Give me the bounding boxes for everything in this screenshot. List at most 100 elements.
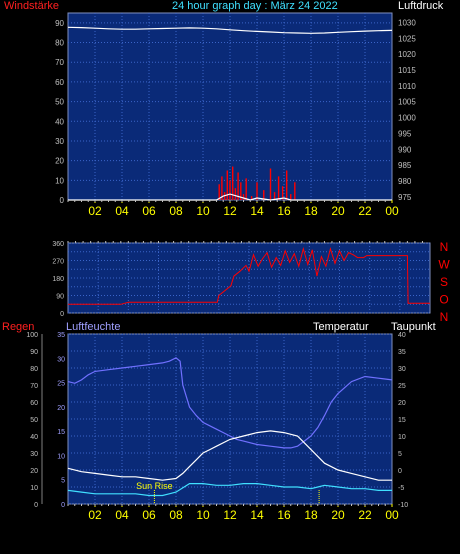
pressure-axis-tick: 1005	[398, 98, 416, 107]
rain-axis-tick: 90	[30, 349, 38, 356]
p1-hour-label: 12	[223, 204, 237, 218]
temperature-axis-tick: 10	[398, 434, 406, 441]
humidity-label: Luftfeuchte	[66, 321, 121, 333]
p3-hour-label: 00	[385, 508, 399, 522]
wind-speed-title: Windstärke	[4, 0, 60, 12]
humidity-line	[67, 357, 393, 449]
p3-hour-label: 20	[331, 508, 345, 522]
direction-axis-tick: 180	[52, 276, 64, 283]
p3-hour-label: 16	[277, 508, 291, 522]
p3-hour-label: 14	[250, 508, 264, 522]
p3-hour-label: 18	[304, 508, 318, 522]
rain-axis-tick: 100	[26, 332, 38, 339]
temperature-axis-tick: -10	[398, 502, 408, 509]
temperature-axis-tick: 5	[398, 451, 402, 458]
wind-axis-tick: 80	[55, 39, 64, 48]
rain-axis-tick: 40	[30, 434, 38, 441]
pressure-axis-tick: 1010	[398, 82, 416, 91]
wind-axis-tick: 0	[60, 196, 65, 205]
p1-hour-label: 22	[358, 204, 372, 218]
p1-hour-label: 14	[250, 204, 264, 218]
humidity-axis-tick: 5	[61, 478, 65, 485]
temperature-axis-tick: 30	[398, 366, 406, 373]
pressure-axis-tick: 1030	[398, 19, 416, 28]
wind-axis-tick: 40	[55, 117, 64, 126]
compass-label: S	[440, 275, 448, 289]
humidity-axis-tick: 25	[57, 381, 65, 388]
rain-axis-tick: 60	[30, 400, 38, 407]
temperature-label: Temperatur	[313, 321, 369, 333]
direction-axis-tick: 90	[56, 294, 64, 301]
dewpoint-line	[67, 483, 392, 497]
p1-hour-label: 06	[142, 204, 156, 218]
pressure-axis-tick: 985	[398, 161, 412, 170]
p1-hour-label: 20	[331, 204, 345, 218]
graph-title: 24 hour graph day : März 24 2022	[172, 0, 338, 12]
rain-axis-tick: 10	[30, 485, 38, 492]
humidity-axis-tick: 35	[57, 332, 65, 339]
temperature-axis-tick: 35	[398, 349, 406, 356]
humidity-axis-tick: 20	[57, 405, 65, 412]
p3-hour-label: 06	[142, 508, 156, 522]
pressure-title: Luftdruck	[398, 0, 444, 12]
rain-axis-tick: 0	[34, 502, 38, 509]
p1-hour-label: 08	[169, 204, 183, 218]
pressure-axis-tick: 1020	[398, 50, 416, 59]
dewpoint-label: Taupunkt	[391, 321, 436, 333]
pressure-line	[67, 26, 393, 34]
temperature-axis-tick: 0	[398, 468, 402, 475]
p3-hour-label: 08	[169, 508, 183, 522]
wind-axis-tick: 50	[55, 98, 64, 107]
pressure-axis-tick: 1015	[398, 66, 416, 75]
sunrise-label: Sun Rise	[136, 481, 173, 491]
rain-label: Regen	[2, 321, 35, 333]
rain-axis-tick: 70	[30, 383, 38, 390]
wind-axis-tick: 30	[55, 137, 64, 146]
p1-hour-label: 04	[115, 204, 129, 218]
compass-label: N	[440, 240, 449, 254]
rain-axis-tick: 50	[30, 417, 38, 424]
compass-label: O	[439, 293, 448, 307]
p3-hour-label: 22	[358, 508, 372, 522]
p1-hour-label: 02	[88, 204, 102, 218]
humidity-axis-tick: 0	[61, 502, 65, 509]
p1-hour-label: 16	[277, 204, 291, 218]
direction-axis-tick: 0	[60, 311, 64, 318]
compass-label: N	[440, 310, 449, 324]
pressure-axis-tick: 975	[398, 193, 412, 202]
rain-axis-tick: 30	[30, 451, 38, 458]
p3-hour-label: 10	[196, 508, 210, 522]
humidity-axis-tick: 30	[57, 356, 65, 363]
wind-axis-tick: 20	[55, 157, 64, 166]
temperature-axis-tick: 20	[398, 400, 406, 407]
temperature-axis-tick: 25	[398, 383, 406, 390]
humidity-axis-tick: 15	[57, 429, 65, 436]
compass-label: W	[438, 258, 450, 272]
p1-hour-label: 00	[385, 204, 399, 218]
wind-direction-line	[68, 246, 430, 305]
pressure-axis-tick: 1025	[398, 34, 416, 43]
pressure-axis-tick: 995	[398, 129, 412, 138]
pressure-axis-tick: 1000	[398, 114, 416, 123]
temperature-axis-tick: 40	[398, 332, 406, 339]
direction-axis-tick: 270	[52, 259, 64, 266]
pressure-axis-tick: 990	[398, 145, 412, 154]
temperature-axis-tick: 15	[398, 417, 406, 424]
pressure-axis-tick: 980	[398, 177, 412, 186]
rain-axis-tick: 20	[30, 468, 38, 475]
rain-axis-tick: 80	[30, 366, 38, 373]
direction-axis-tick: 360	[52, 241, 64, 248]
wind-axis-tick: 60	[55, 78, 64, 87]
p1-hour-label: 18	[304, 204, 318, 218]
temperature-line	[67, 430, 392, 481]
p3-hour-label: 12	[223, 508, 237, 522]
humidity-axis-tick: 10	[57, 453, 65, 460]
p3-hour-label: 02	[88, 508, 102, 522]
p3-hour-label: 04	[115, 508, 129, 522]
temperature-axis-tick: -5	[398, 485, 404, 492]
wind-axis-tick: 90	[55, 19, 64, 28]
wind-axis-tick: 70	[55, 58, 64, 67]
wind-axis-tick: 10	[55, 176, 64, 185]
p1-hour-label: 10	[196, 204, 210, 218]
